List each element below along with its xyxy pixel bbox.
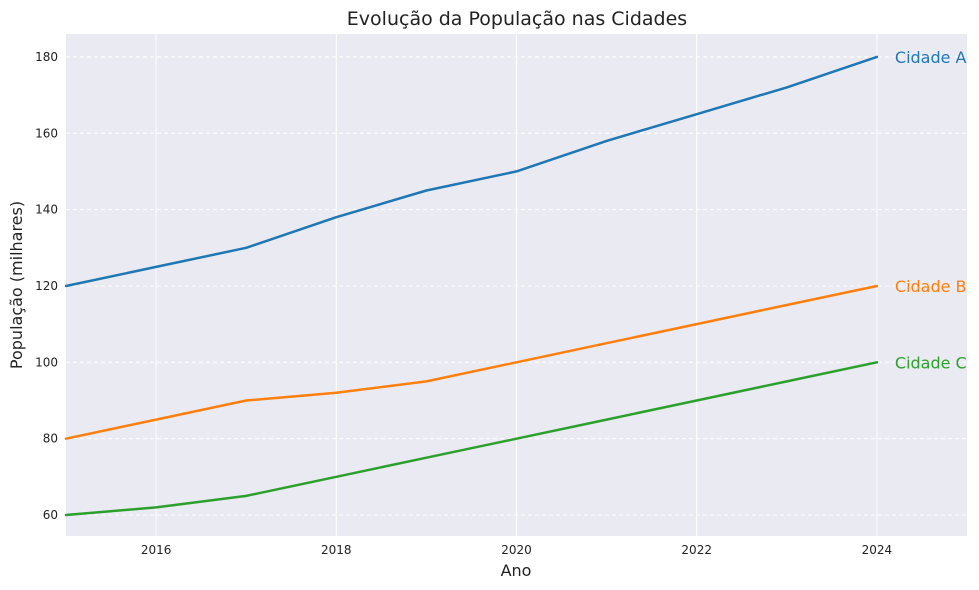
- x-tick-label: 2018: [321, 543, 352, 557]
- y-tick-label: 60: [43, 508, 58, 522]
- series-label-3: Cidade C: [895, 353, 967, 372]
- series-line-2: [64, 284, 879, 440]
- y-axis-label: População (milhares): [7, 201, 26, 369]
- series-lines: [64, 55, 879, 517]
- series-line-3: [64, 361, 879, 517]
- y-tick-label: 100: [35, 355, 58, 369]
- x-axis-label: Ano: [501, 561, 532, 580]
- x-tick-label: 2020: [501, 543, 532, 557]
- y-tick-label: 180: [35, 50, 58, 64]
- x-tick-label: 2022: [681, 543, 712, 557]
- y-tick-label: 120: [35, 279, 58, 293]
- chart-title: Evolução da População nas Cidades: [347, 8, 687, 30]
- series-line-1: [64, 55, 879, 288]
- x-tick-label: 2024: [862, 543, 893, 557]
- x-axis-ticks: 2016 2018 2020 2022 2024: [141, 543, 892, 557]
- y-tick-label: 160: [35, 126, 58, 140]
- x-tick-label: 2016: [141, 543, 172, 557]
- y-tick-label: 140: [35, 203, 58, 217]
- series-labels: Cidade A Cidade B Cidade C: [895, 48, 967, 372]
- series-label-2: Cidade B: [895, 277, 967, 296]
- grid-lines: [66, 34, 967, 536]
- y-axis-ticks: 60 80 100 120 140 160 180: [35, 50, 58, 522]
- series-label-1: Cidade A: [895, 48, 967, 67]
- y-tick-label: 80: [43, 432, 58, 446]
